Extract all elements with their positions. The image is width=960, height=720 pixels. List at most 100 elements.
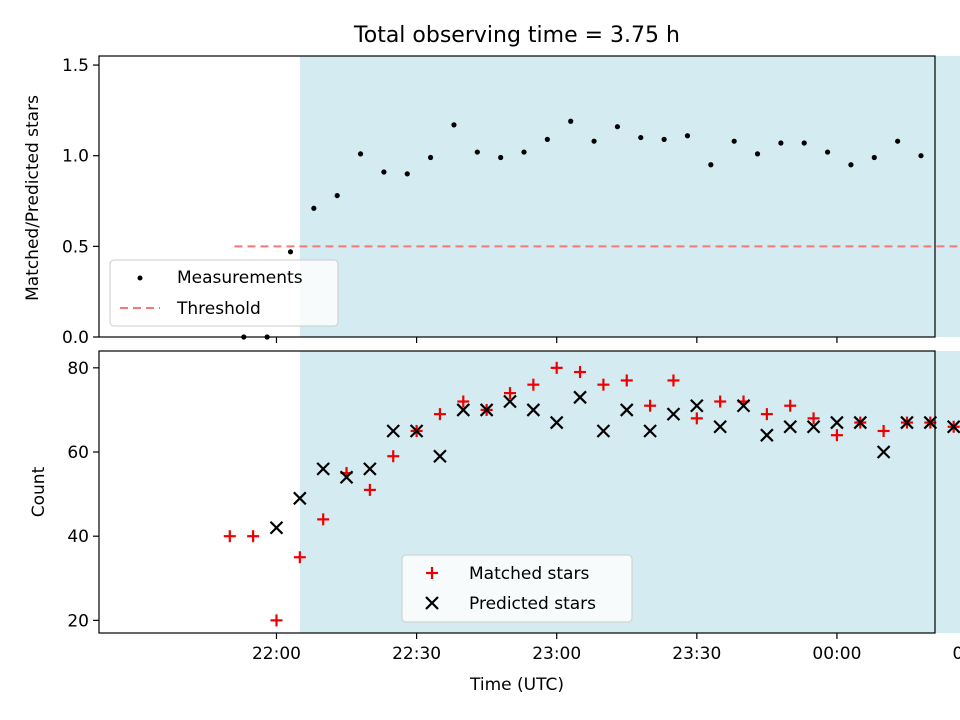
measurement-point: [918, 153, 924, 159]
predicted-star-point: [900, 415, 914, 430]
bottom-y-ticks: 20 40 60 80: [67, 359, 99, 631]
legend-threshold-label: Threshold: [176, 299, 261, 319]
measurement-point: [451, 122, 457, 128]
x-tick-label: 22:00: [252, 644, 301, 664]
measurement-point: [684, 133, 691, 139]
measurement-point: [381, 169, 387, 175]
legend-measurements-marker: [137, 275, 143, 281]
measurement-point: [544, 136, 550, 142]
matched-star-point: [527, 378, 540, 391]
predicted-star-point: [806, 419, 821, 434]
x-axis-label: Time (UTC): [469, 675, 564, 695]
bottom-legend-box: [401, 554, 633, 623]
predicted-stars-points: [269, 390, 960, 535]
matched-star-point: [644, 399, 657, 412]
measurement-point: [591, 138, 597, 144]
matched-star-point: [363, 483, 376, 496]
top-y-tick-label: 1.5: [62, 56, 89, 76]
predicted-star-point: [760, 428, 774, 442]
predicted-star-point: [666, 407, 681, 421]
top-y-tick-label: 0.5: [62, 237, 89, 257]
bottom-panel: Count Time (UTC) 20 40 60 80 22:00 22:30 23:0…: [29, 350, 960, 695]
measurement-point: [521, 149, 527, 155]
measurement-point: [287, 249, 294, 255]
bottom-y-tick-label: 60: [67, 443, 89, 463]
predicted-star-point: [409, 424, 424, 438]
predicted-star-point: [269, 520, 284, 535]
predicted-star-point: [573, 390, 587, 405]
matched-star-point: [667, 374, 680, 387]
top-legend-box: [109, 259, 339, 327]
x-tick-label: 23:00: [532, 644, 581, 664]
measurement-point: [848, 162, 854, 168]
x-tick-label: 22:30: [392, 644, 441, 664]
predicted-star-point: [830, 415, 844, 430]
top-panel: Total observing time = 3.75 h Matched/Pr…: [23, 23, 960, 348]
predicted-star-point: [526, 403, 541, 417]
measurement-point: [871, 154, 877, 161]
top-y-ticks: 0.0 0.5 1.0 1.5: [62, 56, 99, 348]
predicted-star-point: [596, 424, 611, 438]
legend-matched-marker: [426, 567, 438, 579]
predicted-star-point: [876, 445, 891, 459]
legend-matched-label: Matched stars: [469, 564, 589, 584]
measurement-point: [498, 154, 504, 161]
matched-star-point: [784, 399, 797, 412]
top-y-axis-label: Matched/Predicted stars: [23, 95, 43, 301]
bottom-legend: Matched stars Predicted stars: [401, 554, 633, 623]
x-tick-label: 23:30: [672, 644, 721, 664]
matched-star-point: [317, 513, 330, 526]
measurement-point: [357, 151, 364, 157]
predicted-star-point: [339, 470, 354, 485]
bottom-y-tick-label: 80: [67, 359, 89, 379]
matched-star-point: [457, 395, 470, 408]
predicted-star-point: [783, 419, 797, 434]
measurement-point: [895, 138, 901, 144]
measurement-point: [754, 151, 761, 157]
matched-star-point: [270, 614, 283, 627]
predicted-star-point: [619, 403, 634, 417]
predicted-star-point: [736, 398, 751, 413]
matched-star-point: [293, 551, 306, 564]
top-axes-frame: [98, 55, 936, 338]
matched-star-point: [223, 530, 236, 543]
measurement-point: [568, 118, 574, 124]
legend-predicted-marker: [425, 596, 439, 610]
predicted-star-point: [479, 403, 494, 417]
matched-star-point: [714, 395, 727, 408]
measurement-point: [404, 171, 410, 177]
matched-star-point: [807, 412, 820, 425]
measurement-point: [614, 124, 621, 130]
matched-star-point: [597, 378, 610, 391]
predicted-star-point: [456, 403, 471, 417]
predicted-star-point: [386, 424, 401, 438]
predicted-star-point: [923, 415, 938, 430]
x-tick-label: 00:30: [953, 644, 960, 664]
measurement-point: [474, 149, 480, 155]
predicted-star-point: [713, 419, 727, 434]
chart-title: Total observing time = 3.75 h: [353, 23, 680, 48]
matched-star-point: [247, 530, 260, 543]
matched-star-point: [387, 450, 400, 463]
predicted-star-point: [853, 415, 868, 430]
matched-star-point: [830, 429, 843, 442]
bottom-y-tick-label: 20: [67, 611, 89, 631]
predicted-star-point: [293, 491, 307, 506]
top-x-ticks: [275, 337, 838, 343]
legend-predicted-label: Predicted stars: [469, 594, 596, 614]
top-observing-window: [299, 56, 960, 337]
measurement-point: [638, 134, 644, 141]
matched-star-point: [433, 408, 446, 421]
top-y-tick-label: 0.0: [62, 328, 89, 348]
measurement-point: [731, 138, 737, 144]
top-y-tick-label: 1.0: [62, 147, 89, 167]
matched-star-point: [760, 408, 773, 421]
measurement-point: [661, 136, 667, 142]
predicted-star-point: [503, 394, 517, 409]
measurement-point: [708, 162, 714, 168]
predicted-star-point: [316, 462, 330, 476]
measurement-point: [824, 149, 831, 155]
bottom-y-tick-label: 40: [67, 527, 89, 547]
bottom-axes-frame: [98, 350, 936, 634]
